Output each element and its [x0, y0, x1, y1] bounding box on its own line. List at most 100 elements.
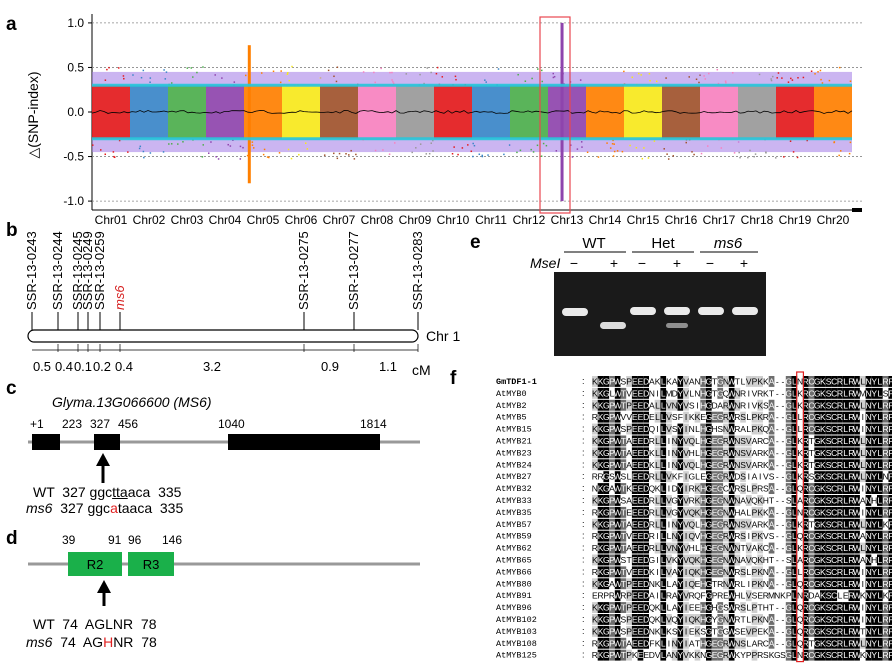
alignment-residue: R [848, 519, 854, 529]
alignment-residue: S [723, 603, 729, 613]
alignment-shade [677, 566, 684, 578]
alignment-residue: G [814, 615, 821, 625]
alignment-residue: W [614, 424, 622, 434]
alignment-residue: R [723, 448, 729, 458]
alignment-residue: R [723, 400, 729, 410]
alignment-residue: R [848, 377, 854, 387]
snp-point [791, 79, 794, 81]
alignment-residue: A [752, 436, 758, 446]
alignment-shade [706, 483, 712, 494]
alignment-residue: S [752, 591, 758, 601]
threshold-band-lower [814, 138, 852, 153]
alignment-residue: C [808, 531, 814, 541]
alignment-residue: W [728, 436, 736, 446]
alignment-residue: H [700, 579, 706, 589]
alignment-residue: G [717, 388, 724, 398]
x-tick-label: Chr15 [627, 213, 660, 227]
alignment-shade [706, 423, 712, 435]
alignment-residue: D [643, 543, 649, 553]
alignment-residue: D [643, 507, 649, 517]
alignment-residue: E [712, 531, 718, 541]
alignment-residue: Y [871, 650, 877, 660]
alignment-residue: R [882, 448, 888, 458]
alignment-shade [700, 518, 706, 530]
alignment-residue: R [803, 531, 809, 541]
alignment-shade [660, 483, 667, 494]
alignment-residue: I [656, 555, 658, 565]
threshold-band-upper [624, 71, 662, 86]
snp-point [100, 149, 102, 151]
alignment-residue: R [882, 555, 888, 565]
domain-r2 [68, 552, 122, 576]
alignment-residue: P [888, 626, 892, 636]
alignment-residue: C [808, 388, 814, 398]
alignment-shade [768, 399, 775, 411]
alignment-residue: G [814, 412, 821, 422]
alignment-residue: G [814, 448, 821, 458]
snp-point [828, 79, 831, 82]
alignment-residue: S [763, 400, 769, 410]
alignment-shade [751, 649, 758, 661]
alignment-residue: L [877, 472, 882, 482]
alignment-residue: W [614, 615, 622, 625]
alignment-residue: D [711, 400, 717, 410]
alignment-shade [768, 637, 775, 649]
alignment-residue: L [843, 567, 848, 577]
alignment-residue: K [598, 567, 604, 577]
snp-point [122, 75, 125, 77]
alignment-residue: L [655, 472, 660, 482]
alignment-residue: G [717, 484, 724, 494]
alignment-shade [751, 411, 758, 423]
gel-band [600, 322, 626, 329]
snp-point [695, 78, 698, 81]
snp-point [774, 157, 777, 159]
alignment-shade [882, 435, 889, 447]
alignment-residue: L [843, 412, 848, 422]
snp-point [239, 158, 242, 160]
alignment-residue: G [706, 567, 713, 577]
alignment-shade [785, 376, 792, 387]
alignment-shade [711, 459, 718, 471]
alignment-shade [683, 495, 689, 506]
alignment-residue: L [877, 567, 882, 577]
alignment-residue: C [763, 638, 769, 648]
alignment-shade [671, 637, 678, 649]
alignment-shade [842, 554, 849, 566]
alignment-residue: P [609, 507, 615, 517]
alignment-residue: R [837, 424, 843, 434]
snp-point [616, 150, 619, 152]
alignment-residue: E [712, 507, 718, 517]
alignment-residue: - [776, 460, 779, 470]
alignment-shade [614, 614, 621, 625]
alignment-residue: R [882, 484, 888, 494]
alignment-shade [597, 495, 604, 506]
alignment-shade [728, 495, 735, 506]
alignment-residue: C [831, 448, 837, 458]
alignment-residue: R [723, 436, 729, 446]
alignment-shade [871, 566, 877, 578]
alignment-residue: L [792, 472, 797, 482]
alignment-shade [831, 376, 838, 387]
snp-point [382, 149, 384, 151]
pos-146: 146 [162, 533, 182, 547]
x-tick-label: Chr12 [513, 213, 546, 227]
alignment-residue: - [776, 424, 779, 434]
snp-point [635, 147, 638, 149]
alignment-residue: G [706, 603, 713, 613]
alignment-shade [660, 625, 667, 637]
alignment-shade [791, 376, 798, 387]
alignment-shade [740, 530, 746, 542]
alignment-residue: N [734, 436, 740, 446]
alignment-shade [614, 637, 621, 649]
alignment-residue: P [609, 543, 615, 553]
alignment-residue: Q [763, 424, 770, 434]
alignment-residue: N [723, 555, 729, 565]
alignment-residue: N [882, 472, 888, 482]
alignment-shade [723, 649, 729, 661]
snp-point [170, 143, 173, 145]
alignment-shade [882, 447, 889, 459]
alignment-residue: Y [678, 615, 684, 625]
alignment-residue: G [706, 579, 713, 589]
snp-point [170, 82, 173, 84]
alignment-residue: S [826, 591, 832, 601]
